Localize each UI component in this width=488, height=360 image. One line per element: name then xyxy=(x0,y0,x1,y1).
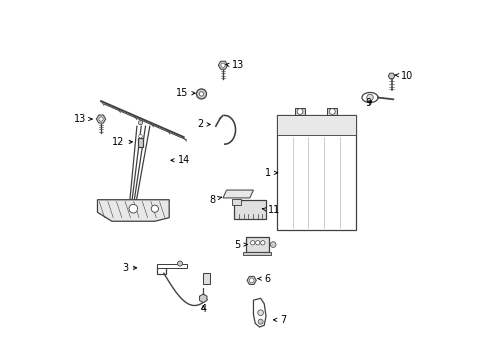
Text: 14: 14 xyxy=(171,155,190,165)
Circle shape xyxy=(138,121,142,125)
Bar xyxy=(156,264,187,268)
Circle shape xyxy=(151,205,158,212)
Text: 1: 1 xyxy=(264,168,277,178)
Circle shape xyxy=(257,310,263,316)
Circle shape xyxy=(177,261,182,266)
Circle shape xyxy=(250,240,254,245)
Bar xyxy=(233,200,265,220)
Circle shape xyxy=(129,204,137,213)
Polygon shape xyxy=(96,115,105,123)
Ellipse shape xyxy=(361,93,377,103)
Text: 6: 6 xyxy=(258,274,270,284)
Circle shape xyxy=(260,240,264,245)
Text: 5: 5 xyxy=(234,239,246,249)
Circle shape xyxy=(297,109,303,114)
Bar xyxy=(326,108,337,116)
Bar xyxy=(276,116,355,230)
Text: 4: 4 xyxy=(200,304,206,314)
Bar xyxy=(245,237,268,252)
Circle shape xyxy=(196,89,206,99)
Circle shape xyxy=(139,134,142,138)
Text: 12: 12 xyxy=(112,138,132,147)
Polygon shape xyxy=(387,73,394,79)
Text: 13: 13 xyxy=(74,114,92,124)
Polygon shape xyxy=(246,276,256,284)
Circle shape xyxy=(329,109,335,114)
Bar xyxy=(203,273,209,284)
Text: 11: 11 xyxy=(262,206,280,216)
Circle shape xyxy=(255,240,260,245)
Polygon shape xyxy=(218,61,227,69)
Polygon shape xyxy=(253,298,265,327)
Bar xyxy=(276,116,355,135)
Bar xyxy=(138,138,142,147)
Text: 13: 13 xyxy=(225,60,244,70)
Circle shape xyxy=(99,117,103,121)
Text: 15: 15 xyxy=(175,88,195,98)
Circle shape xyxy=(270,242,276,247)
Text: 3: 3 xyxy=(122,263,137,273)
Polygon shape xyxy=(223,190,253,198)
Circle shape xyxy=(258,319,263,324)
Circle shape xyxy=(221,63,224,67)
Polygon shape xyxy=(97,200,169,221)
Text: 9: 9 xyxy=(365,98,371,108)
Text: 2: 2 xyxy=(197,120,210,129)
Bar xyxy=(156,265,165,274)
Bar xyxy=(294,108,305,116)
Polygon shape xyxy=(199,294,206,303)
Text: 7: 7 xyxy=(273,315,286,325)
Circle shape xyxy=(249,278,253,283)
Bar xyxy=(243,252,270,255)
Text: 10: 10 xyxy=(394,71,412,81)
Text: 8: 8 xyxy=(209,195,221,205)
Circle shape xyxy=(366,94,372,101)
Bar xyxy=(231,199,241,205)
Circle shape xyxy=(199,92,203,96)
